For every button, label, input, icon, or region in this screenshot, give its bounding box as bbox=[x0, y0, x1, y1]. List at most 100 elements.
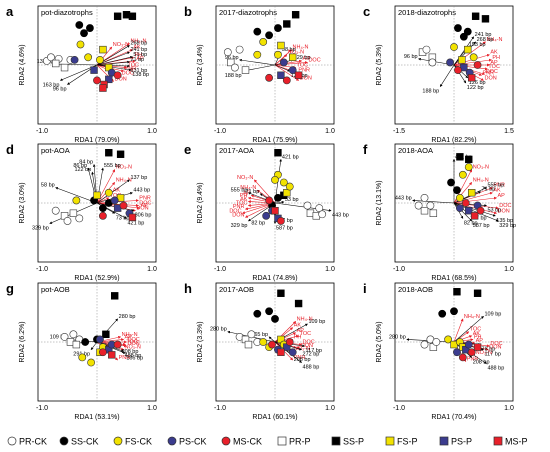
legend-label: PR-P bbox=[289, 437, 311, 447]
sample-point-MS-P bbox=[99, 84, 107, 92]
x-tick-label: -1.0 bbox=[36, 128, 48, 135]
otu-label: 587 bp bbox=[276, 226, 293, 232]
sample-point-MS-CK bbox=[473, 61, 482, 69]
sample-point-PS-P bbox=[465, 206, 473, 215]
sample-point-PR-CK bbox=[432, 338, 441, 346]
sample-point-PR-CK bbox=[315, 204, 324, 213]
env-label: PH bbox=[474, 334, 482, 340]
env-label: TOC bbox=[488, 64, 500, 70]
x-axis-label: RDA1 (70.4%) bbox=[431, 414, 476, 421]
otu-label: 208 bp bbox=[294, 357, 311, 363]
env-label: AK bbox=[473, 331, 481, 337]
env-label: DOC bbox=[229, 208, 241, 214]
sample-point-FS-CK bbox=[76, 40, 85, 49]
env-label: AP bbox=[125, 334, 133, 340]
x-tick-label: 1.0 bbox=[325, 128, 335, 135]
sample-point-SS-P bbox=[113, 12, 122, 20]
plot-title: pot-diazotrophs bbox=[41, 8, 93, 17]
sample-point-PS-CK bbox=[455, 204, 464, 213]
sample-point-MS-CK bbox=[265, 73, 273, 82]
env-label: PNR bbox=[298, 68, 310, 74]
otu-label: 117 bp bbox=[306, 348, 322, 354]
sample-point-SS-CK bbox=[253, 309, 262, 318]
sample-point-PS-CK bbox=[262, 211, 271, 220]
x-tick-label: 1.0 bbox=[147, 405, 157, 412]
sample-point-MS-CK bbox=[276, 217, 285, 225]
panel-letter: e bbox=[184, 142, 191, 157]
env-label: PH bbox=[492, 55, 500, 61]
otu-label: 268 bp bbox=[477, 37, 494, 43]
sample-point-PR-CK bbox=[303, 201, 312, 210]
otu-label: 241 bp bbox=[475, 32, 492, 38]
env-label: TOC bbox=[110, 193, 122, 199]
env-label: NH₄-N bbox=[297, 316, 313, 322]
otu-label: 153 bp bbox=[469, 42, 486, 48]
y-axis-label: RDA2 (13.1%) bbox=[376, 180, 383, 225]
otu-label: 53 bp bbox=[285, 197, 299, 203]
sample-point-PS-P bbox=[105, 75, 113, 84]
legend: PR-CK SS-CK FS-CK PS-CK MS-CK PR-P SS-P FS-P PS-… bbox=[7, 436, 528, 447]
otu-label: 555 bp bbox=[487, 183, 504, 189]
x-tick-label: -1.0 bbox=[214, 128, 226, 135]
sample-point-PR-P bbox=[420, 206, 429, 215]
sample-point-MS-P bbox=[128, 213, 137, 222]
sample-point-FS-CK bbox=[96, 55, 104, 64]
legend-marker-MS-P bbox=[493, 436, 503, 446]
sample-point-PR-P bbox=[227, 58, 235, 67]
otu-label: 84 bp bbox=[79, 160, 93, 166]
sample-point-MS-P bbox=[294, 71, 303, 79]
legend-label: SS-P bbox=[343, 437, 364, 447]
sample-point-SS-CK bbox=[75, 21, 84, 29]
sample-point-PS-CK bbox=[288, 348, 297, 357]
env-label: TOC bbox=[128, 63, 140, 69]
env-label: AP bbox=[490, 60, 498, 66]
sample-point-MS-CK bbox=[282, 76, 291, 85]
panel-letter: a bbox=[6, 4, 14, 19]
otu-label: 96 bp bbox=[404, 54, 418, 60]
env-label: TOC bbox=[126, 340, 138, 346]
sample-point-SS-CK bbox=[450, 307, 458, 316]
env-label: NH₄-N bbox=[293, 45, 309, 51]
legend-marker-PS-P bbox=[439, 436, 449, 446]
panel-d: d pot-AOA -1.0 1.0 RDA1 (52.9%) RDA2 (3.0%) NO… bbox=[6, 142, 157, 282]
panel-letter: i bbox=[363, 281, 367, 296]
sample-point-PS-P bbox=[277, 71, 285, 79]
env-vector bbox=[453, 64, 489, 71]
otu-label: 53 bp bbox=[487, 208, 501, 214]
otu-vector bbox=[453, 315, 484, 343]
env-label: DOC bbox=[122, 70, 134, 76]
env-label: NH₄-N bbox=[122, 332, 138, 338]
env-label: TOC bbox=[236, 201, 248, 207]
panel-letter: c bbox=[363, 4, 370, 19]
env-label: DOC bbox=[486, 69, 498, 75]
env-vector bbox=[453, 196, 498, 204]
otu-label: 96 bp bbox=[225, 55, 239, 61]
env-label: AP bbox=[136, 56, 144, 62]
sample-point-FS-P bbox=[99, 45, 107, 54]
sample-point-FS-P bbox=[288, 53, 297, 62]
sample-point-PR-CK bbox=[318, 210, 327, 219]
env-label: AK bbox=[493, 188, 501, 194]
sample-point-MS-CK bbox=[113, 340, 122, 349]
sample-point-MS-P bbox=[467, 74, 476, 82]
sample-point-SS-CK bbox=[80, 29, 88, 38]
env-label: PNR bbox=[493, 183, 505, 189]
env-label: PNR bbox=[483, 70, 495, 76]
sample-point-FS-P bbox=[277, 41, 285, 50]
sample-point-PR-CK bbox=[428, 58, 437, 67]
env-label: DON bbox=[136, 206, 148, 212]
otu-label: 58 bp bbox=[282, 47, 296, 53]
sample-point-PR-P bbox=[51, 59, 60, 68]
sample-point-PS-CK bbox=[446, 58, 454, 67]
sample-point-FS-CK bbox=[259, 38, 268, 46]
env-label: NH₄-N bbox=[464, 314, 480, 320]
sample-point-FS-CK bbox=[104, 188, 113, 197]
sample-point-FS-P bbox=[93, 191, 101, 200]
panel-letter: b bbox=[184, 4, 192, 19]
x-axis-label: RDA1 (82.2%) bbox=[431, 137, 476, 144]
sample-point-PR-P bbox=[69, 209, 78, 217]
sample-point-SS-P bbox=[465, 155, 473, 164]
sample-point-FS-CK bbox=[455, 193, 464, 202]
x-axis-label: RDA1 (53.1%) bbox=[74, 414, 119, 421]
plot-title: 2018-AOB bbox=[398, 285, 433, 294]
